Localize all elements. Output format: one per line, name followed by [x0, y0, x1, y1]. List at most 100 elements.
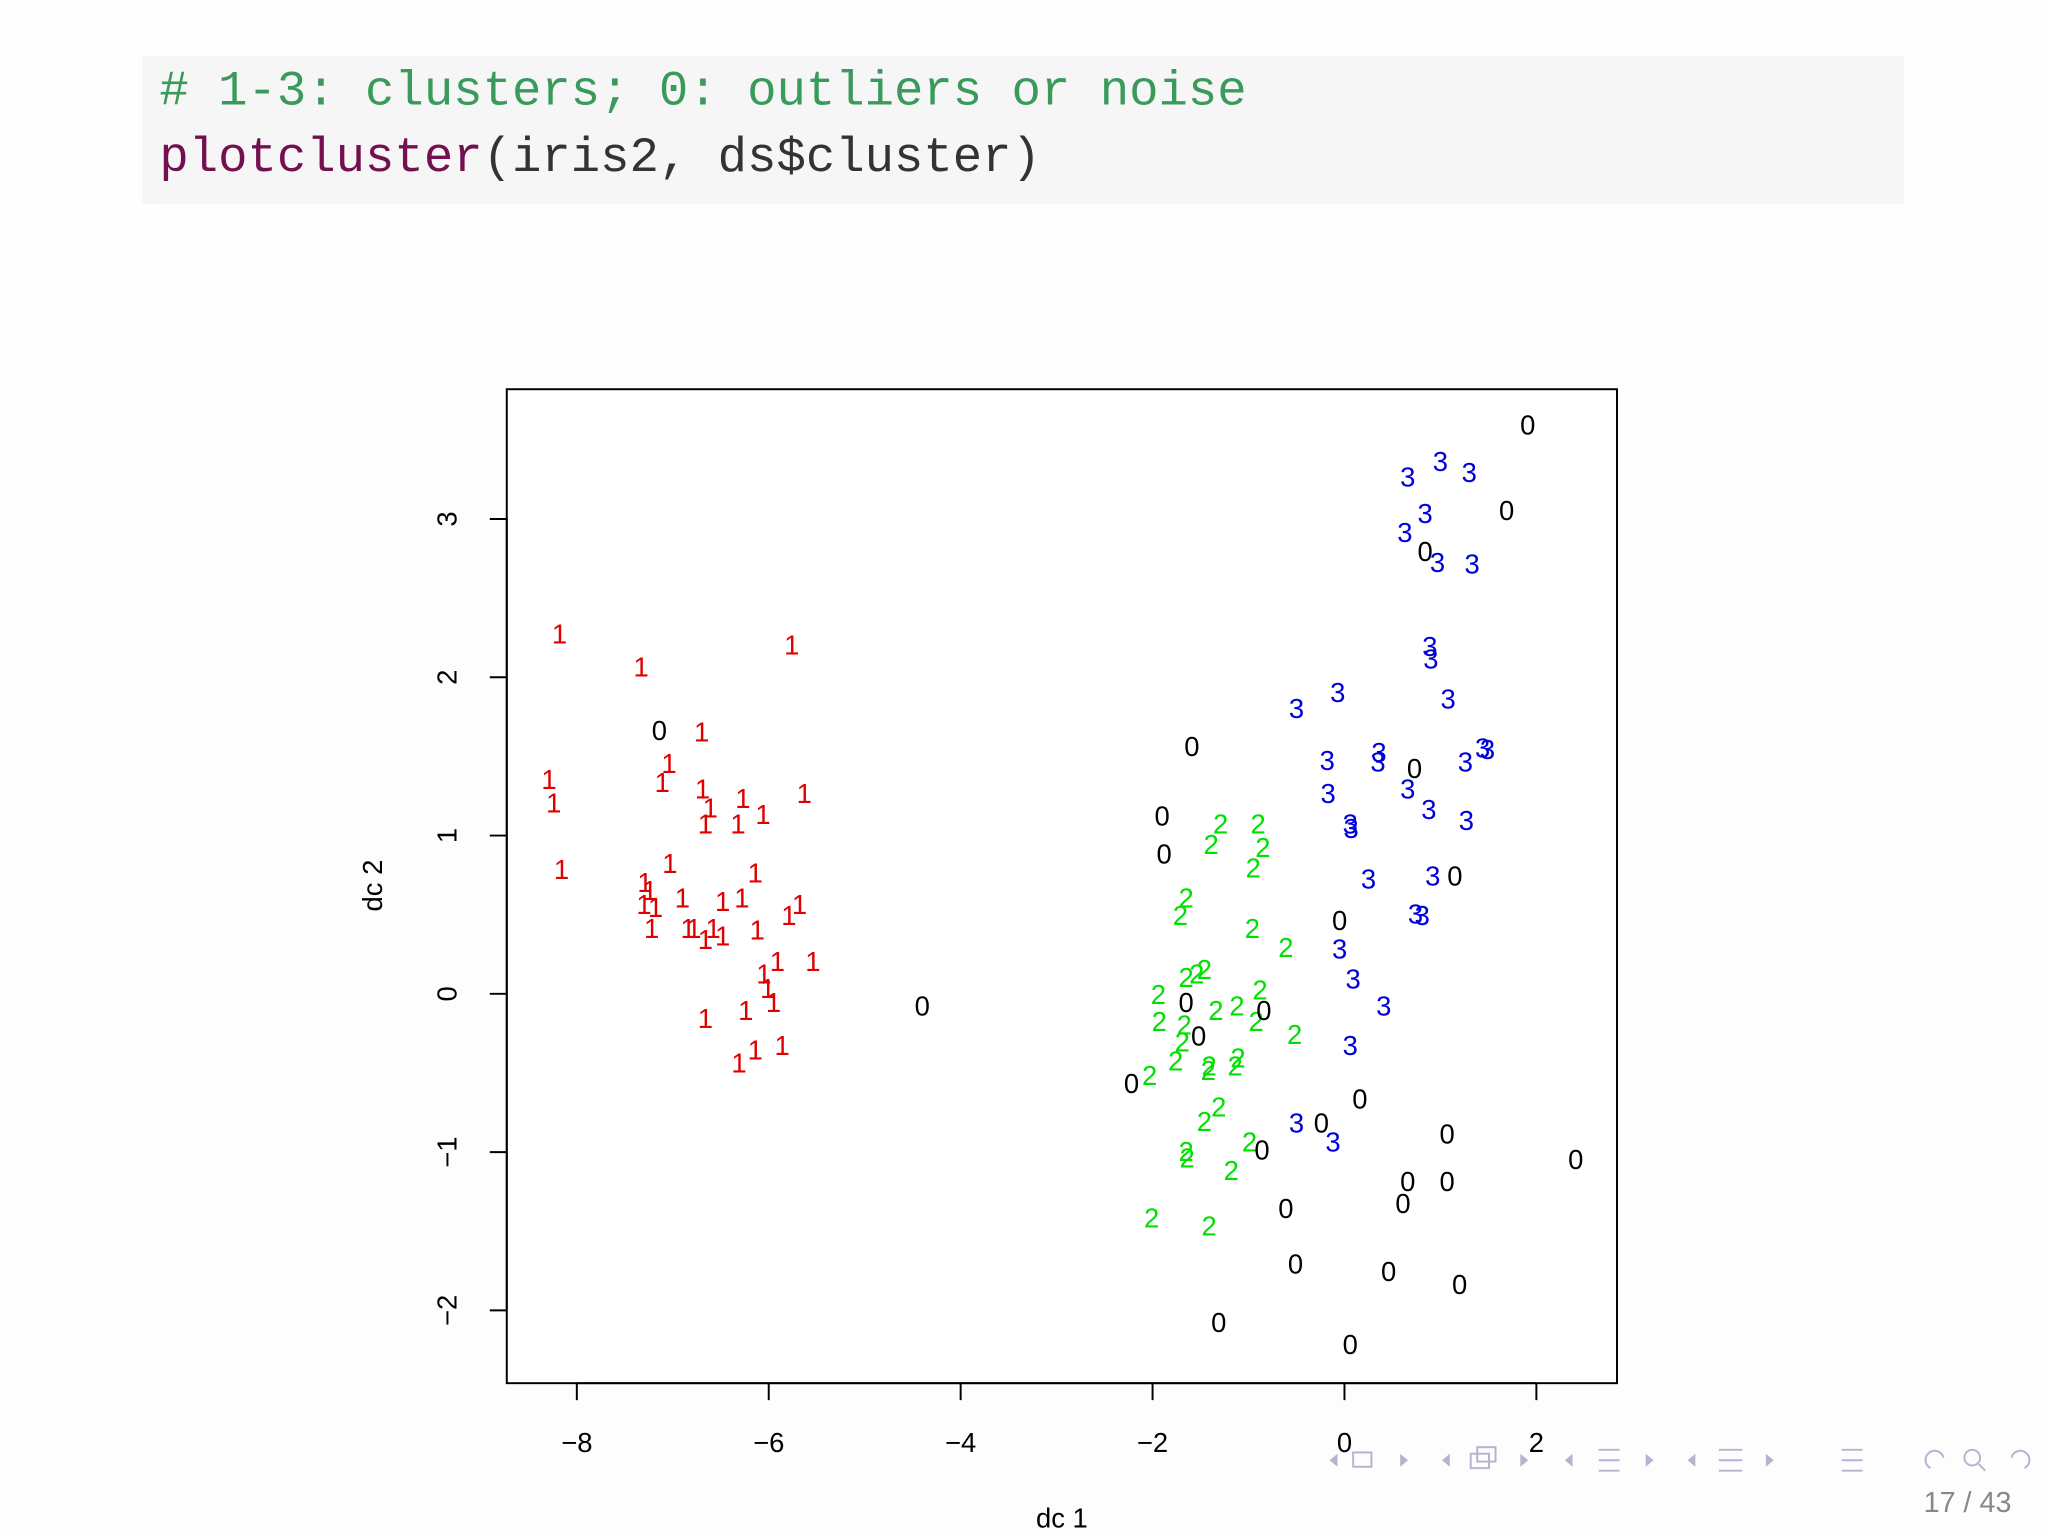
- y-tick-label: 2: [432, 670, 463, 685]
- cluster-point: 1: [694, 717, 709, 748]
- cluster-point: 1: [731, 1047, 746, 1078]
- cluster-point: 1: [675, 883, 690, 914]
- cluster-point: 3: [1417, 498, 1432, 529]
- cluster-point: 2: [1202, 1210, 1217, 1241]
- cluster-point: 3: [1459, 805, 1474, 836]
- cluster-point: 2: [1151, 979, 1166, 1010]
- cluster-point: 3: [1415, 900, 1430, 931]
- cluster-point: 0: [1256, 995, 1271, 1026]
- cluster-point: 1: [695, 773, 710, 804]
- cluster-point: 0: [1288, 1248, 1303, 1279]
- cluster-point: 1: [738, 995, 753, 1026]
- cluster-point: 3: [1370, 747, 1385, 778]
- cluster-point: 3: [1408, 899, 1423, 930]
- code-line: plotcluster(iris2, ds$cluster): [159, 130, 1041, 186]
- cluster-point: 3: [1371, 737, 1386, 768]
- cluster-point: 1: [681, 913, 696, 944]
- cluster-point: 2: [1230, 1043, 1245, 1074]
- cluster-point: 1: [541, 764, 556, 795]
- cluster-point: 1: [698, 924, 713, 955]
- x-tick-label: −2: [1137, 1427, 1168, 1458]
- cluster-point: 3: [1462, 457, 1477, 488]
- cluster-point: 1: [662, 848, 677, 879]
- cluster-point: 3: [1423, 644, 1438, 675]
- x-tick-label: −8: [561, 1427, 592, 1458]
- cluster-point: 0: [1499, 495, 1514, 526]
- cluster-point: 3: [1376, 990, 1391, 1021]
- cluster-point: 1: [636, 889, 651, 920]
- x-axis-title: dc 1: [1036, 1503, 1088, 1534]
- y-tick-label: −2: [432, 1295, 463, 1326]
- cluster-point: 0: [1155, 800, 1170, 831]
- cluster-point: 2: [1177, 1009, 1192, 1040]
- cluster-point: 2: [1144, 1202, 1159, 1233]
- cluster-point: 2: [1245, 913, 1260, 944]
- cluster-point: 0: [1278, 1193, 1293, 1224]
- cluster-point: 0: [1568, 1144, 1583, 1175]
- cluster-point: 1: [703, 792, 718, 823]
- nav-icons[interactable]: [1329, 1446, 2031, 1472]
- cluster-point: 3: [1332, 933, 1347, 964]
- plot-box: [505, 388, 1618, 1385]
- cluster-point: 0: [1332, 905, 1347, 936]
- cluster-point: 0: [1184, 731, 1199, 762]
- code-comment: # 1-3: clusters; 0: outliers or noise: [159, 63, 1246, 119]
- cluster-point: 3: [1343, 1030, 1358, 1061]
- cluster-point: 1: [644, 913, 659, 944]
- cluster-point: 0: [1191, 1020, 1206, 1051]
- x-tick-label: 0: [1337, 1427, 1352, 1458]
- cluster-point: 2: [1278, 932, 1293, 963]
- cluster-point: 0: [1254, 1134, 1269, 1165]
- cluster-point: 2: [1152, 1006, 1167, 1037]
- cluster-point: 1: [766, 987, 781, 1018]
- cluster-point: 2: [1213, 808, 1228, 839]
- cluster-point: 1: [792, 889, 807, 920]
- cluster-point: 2: [1250, 808, 1265, 839]
- cluster-point: 0: [1352, 1084, 1367, 1115]
- code-block: [142, 56, 1905, 204]
- cluster-point: 0: [1381, 1256, 1396, 1287]
- cluster-point: 0: [1314, 1107, 1329, 1138]
- y-axis-title: dc 2: [357, 860, 388, 912]
- cluster-point: 1: [554, 854, 569, 885]
- cluster-point: 3: [1344, 813, 1359, 844]
- cluster-point: 1: [546, 788, 561, 819]
- cluster-point: 1: [735, 783, 750, 814]
- cluster-point: 3: [1464, 549, 1479, 580]
- cluster-point: 1: [775, 1030, 790, 1061]
- cluster-point: 3: [1400, 462, 1415, 493]
- cluster-point: 1: [770, 946, 785, 977]
- x-tick-label: −4: [945, 1427, 976, 1458]
- cluster-point: 1: [633, 652, 648, 683]
- cluster-point: 3: [1397, 517, 1412, 548]
- cluster-point: 3: [1325, 1126, 1340, 1157]
- cluster-point: 3: [1343, 808, 1358, 839]
- x-tick-label: −6: [753, 1427, 784, 1458]
- cluster-point: 0: [652, 715, 667, 746]
- cluster-point: 2: [1202, 1050, 1217, 1081]
- y-tick-label: 0: [432, 986, 463, 1001]
- cluster-point: 0: [1343, 1329, 1358, 1360]
- cluster-point: 1: [698, 1003, 713, 1034]
- cluster-point: 1: [750, 914, 765, 945]
- cluster-point: 3: [1289, 1107, 1304, 1138]
- cluster-point: 0: [1179, 987, 1194, 1018]
- y-tick-label: 1: [432, 828, 463, 843]
- cluster-point: 2: [1197, 1106, 1212, 1137]
- cluster-point: 2: [1246, 853, 1261, 884]
- cluster-point: 2: [1229, 990, 1244, 1021]
- cluster-point: 3: [1425, 861, 1440, 892]
- cluster-point: 1: [642, 875, 657, 906]
- cluster-point: 0: [915, 990, 930, 1021]
- code-args: (iris2, ds$cluster): [483, 130, 1041, 186]
- cluster-point: 3: [1458, 747, 1473, 778]
- cluster-point: 2: [1287, 1019, 1302, 1050]
- cluster-point: 2: [1203, 829, 1218, 860]
- cluster-point: 1: [760, 973, 775, 1004]
- cluster-point: 2: [1173, 900, 1188, 931]
- cluster-point: 0: [1447, 861, 1462, 892]
- cluster-point: 3: [1400, 773, 1415, 804]
- cluster-point: 3: [1421, 794, 1436, 825]
